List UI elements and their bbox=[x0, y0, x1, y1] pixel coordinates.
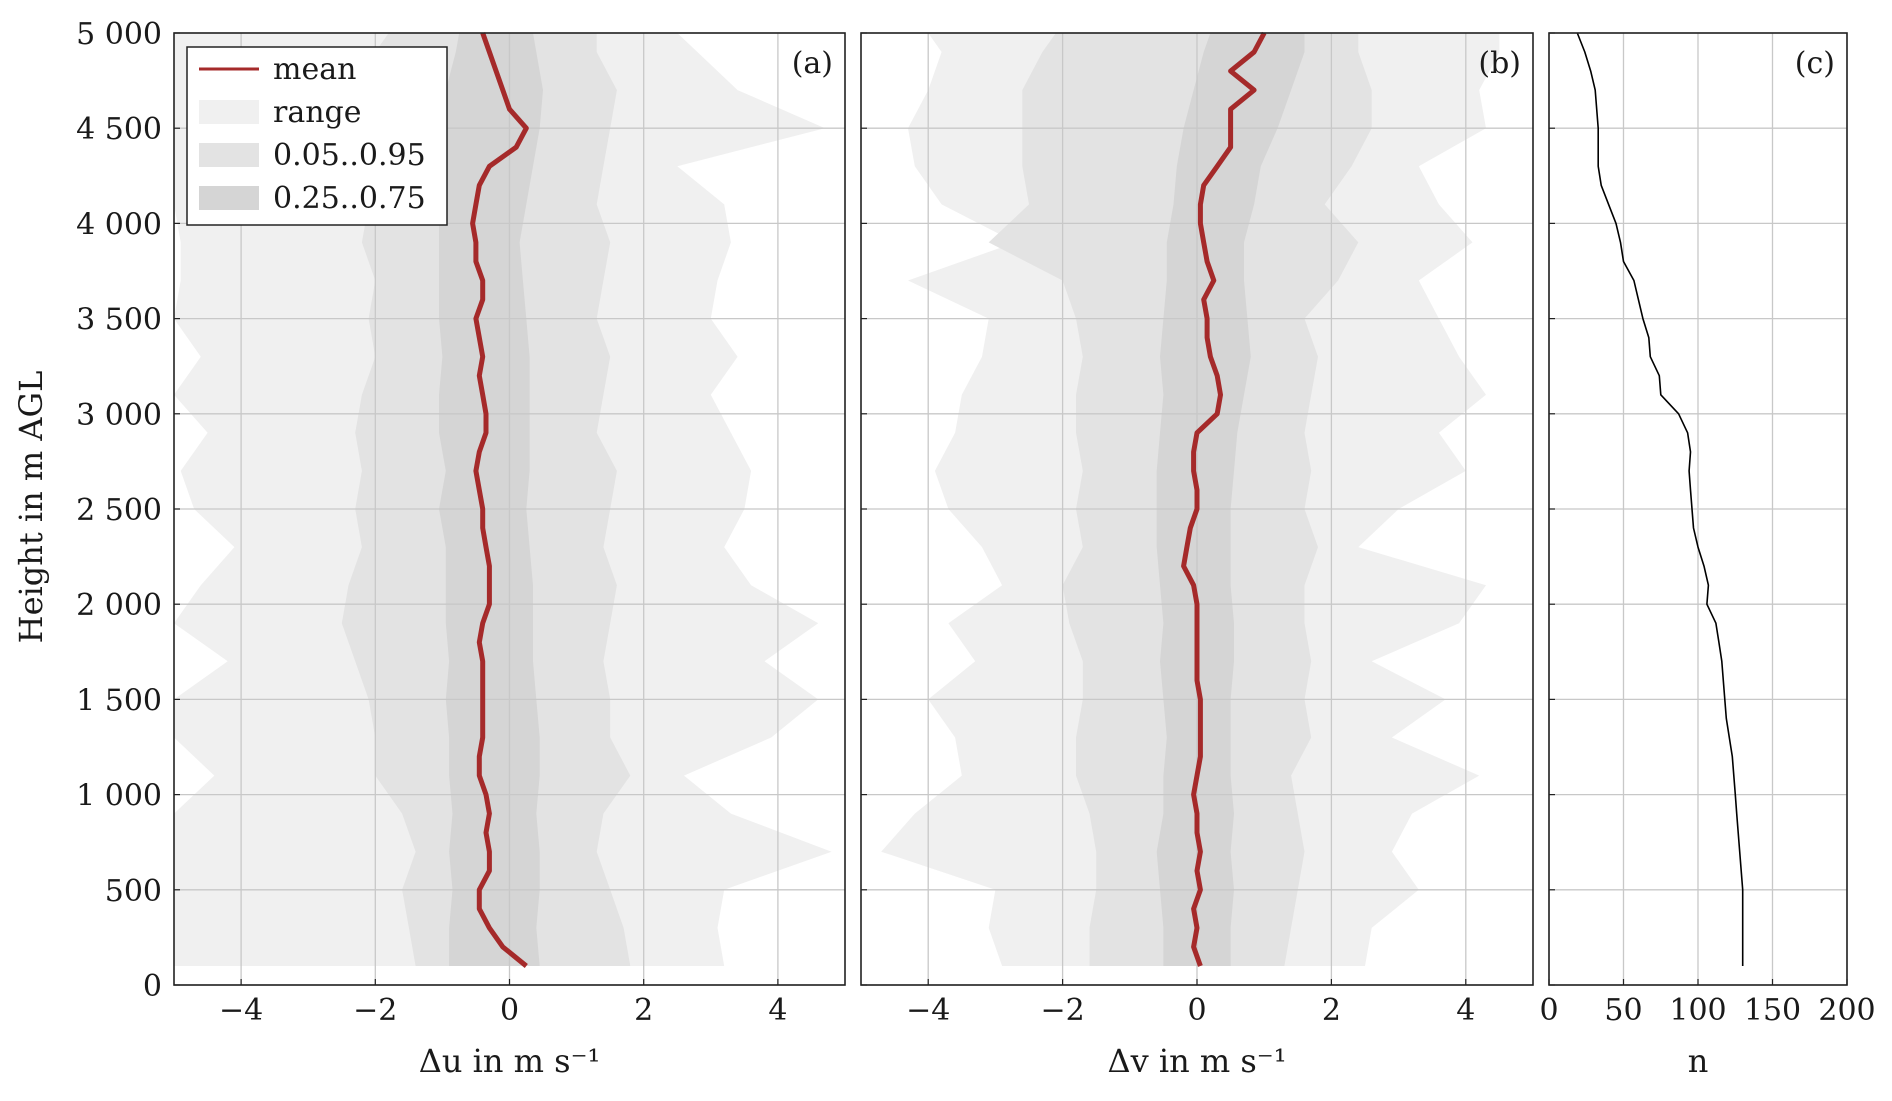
panel-label: (a) bbox=[792, 46, 833, 81]
panel-label: (b) bbox=[1478, 46, 1521, 81]
y-tick-label: 4 500 bbox=[76, 112, 162, 147]
x-tick-label: 0 bbox=[500, 993, 519, 1028]
x-tick-label: 4 bbox=[768, 993, 787, 1028]
panel-a: −4 −2 0 2 4 0 500 1 000 1 500 2 000 2 500 3 000 3 50… bbox=[76, 17, 846, 1080]
band-0-25--0-75 bbox=[439, 33, 543, 966]
n-line bbox=[1576, 32, 1744, 966]
plot-area bbox=[174, 33, 832, 966]
y-tick-label: 5 000 bbox=[76, 17, 162, 52]
x-tick-label: 200 bbox=[1818, 993, 1875, 1028]
y-axis-label: Height in m AGL bbox=[12, 371, 50, 644]
legend-swatch-band bbox=[199, 143, 259, 167]
x-tick-label: 150 bbox=[1744, 993, 1801, 1028]
mean-line bbox=[470, 32, 529, 968]
legend: mean range 0.05..0.95 0.25..0.75 bbox=[186, 46, 448, 226]
plot-area bbox=[881, 33, 1500, 966]
y-tick-label: 0 bbox=[143, 969, 162, 1004]
y-tick-label: 2 500 bbox=[76, 493, 162, 528]
legend-entry-label: mean bbox=[273, 52, 356, 87]
x-tick-label: 0 bbox=[1187, 993, 1206, 1028]
band-0-25--0-75 bbox=[1156, 33, 1305, 966]
x-tick-label: 0 bbox=[1539, 993, 1558, 1028]
legend-entry-label: 0.05..0.95 bbox=[273, 138, 426, 173]
legend-entry-label: 0.25..0.75 bbox=[273, 181, 426, 216]
y-tick-label: 3 000 bbox=[76, 398, 162, 433]
panel-label: (c) bbox=[1795, 46, 1835, 81]
y-tick-label: 500 bbox=[105, 874, 162, 909]
y-tick-label: 3 500 bbox=[76, 303, 162, 338]
x-axis-label: Δv in m s⁻¹ bbox=[1107, 1042, 1286, 1080]
x-axis-label: Δu in m s⁻¹ bbox=[419, 1042, 601, 1080]
legend-swatch-band bbox=[199, 186, 259, 210]
panel-c: 0 50 100 150 200 n (c) bbox=[1539, 32, 1876, 1080]
x-tick-label: 50 bbox=[1604, 993, 1642, 1028]
x-tick-label: −4 bbox=[906, 993, 950, 1028]
legend-entry-label: range bbox=[273, 95, 362, 130]
x-tick-label: 2 bbox=[634, 993, 653, 1028]
y-tick-label: 2 000 bbox=[76, 588, 162, 623]
mean-line bbox=[1181, 31, 1267, 967]
x-tick-label: 2 bbox=[1322, 993, 1341, 1028]
x-tick-label: −2 bbox=[1040, 993, 1084, 1028]
y-tick-label: 1 500 bbox=[76, 683, 162, 718]
x-axis-label: n bbox=[1688, 1042, 1709, 1080]
x-tick-label: 100 bbox=[1669, 993, 1726, 1028]
y-tick-label: 4 000 bbox=[76, 207, 162, 242]
x-tick-label: 4 bbox=[1456, 993, 1475, 1028]
y-tick-label: 1 000 bbox=[76, 779, 162, 814]
legend-swatch-band bbox=[199, 100, 259, 124]
panel-b: −4 −2 0 2 4 Δv in m s⁻¹ (b) bbox=[860, 31, 1534, 1080]
x-tick-label: −2 bbox=[353, 993, 397, 1028]
x-tick-label: −4 bbox=[219, 993, 263, 1028]
